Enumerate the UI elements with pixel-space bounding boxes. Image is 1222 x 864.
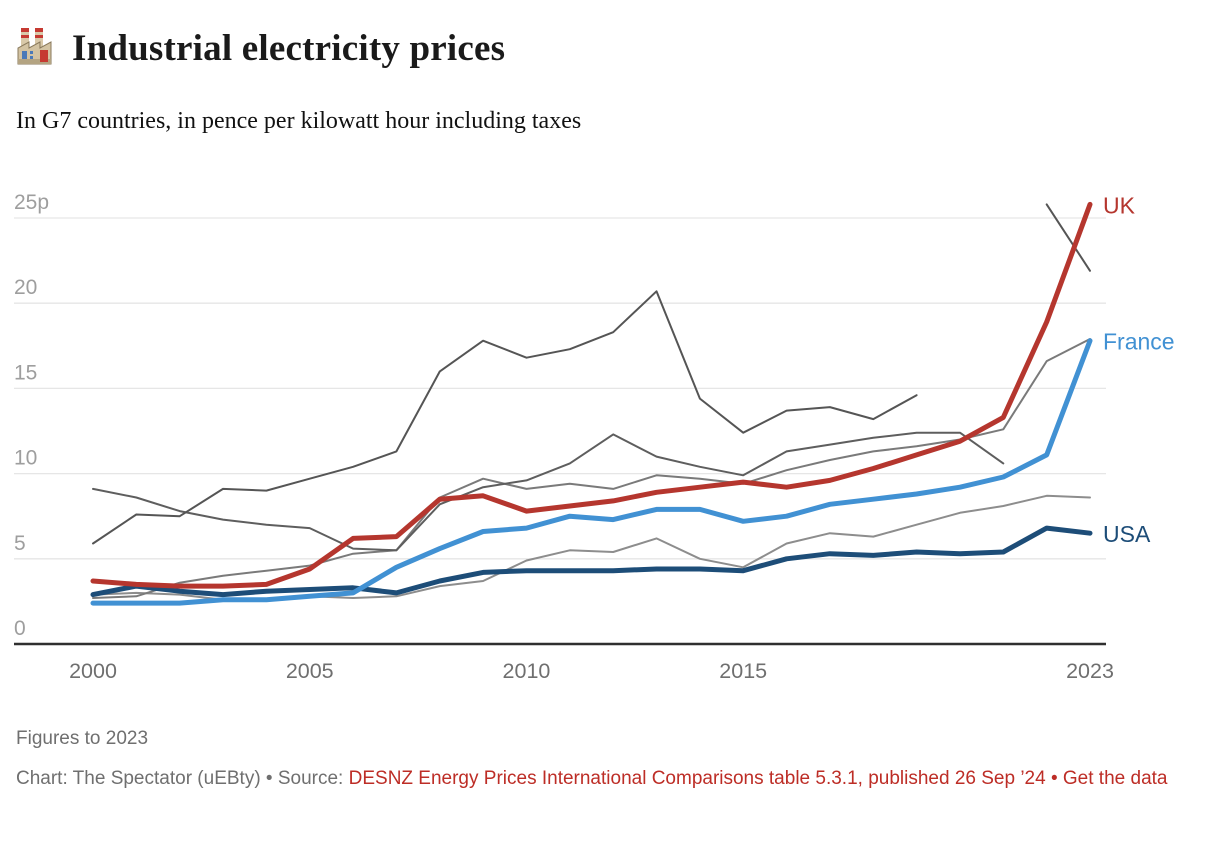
y-tick-label: 20	[14, 276, 37, 299]
y-tick-label: 10	[14, 447, 37, 470]
series-label-france: France	[1103, 329, 1175, 355]
page-header: Industrial electricity prices	[16, 26, 505, 71]
source-link[interactable]: DESNZ Energy Prices International Compar…	[348, 768, 1046, 789]
series-line-usa	[90, 525, 1093, 598]
y-tick-label: 15	[14, 361, 37, 384]
y-tick-label: 5	[14, 532, 26, 555]
y-tick-label: 0	[14, 617, 26, 640]
x-tick-label: 2010	[503, 659, 551, 683]
chart-byline: Chart: The Spectator (uEBty) • Source: D…	[16, 762, 1167, 795]
series-label-uk: UK	[1103, 192, 1136, 218]
series-line-italy	[92, 203, 1091, 545]
y-tick-label: 25p	[14, 191, 49, 214]
page-title: Industrial electricity prices	[72, 28, 506, 69]
line-chart: 0 5 10 15 20 25p 2000 2005 2010 2015 2023 USA France…	[0, 170, 1222, 705]
line-chart-svg: 0 5 10 15 20 25p 2000 2005 2010 2015 2023 USA France…	[14, 191, 1175, 683]
byline-prefix: Chart: The Spectator (uEBty) • Source:	[16, 768, 349, 789]
factory-icon	[16, 26, 60, 71]
x-tick-label: 2023	[1066, 659, 1114, 683]
x-tick-label: 2000	[69, 659, 117, 683]
series-line-japan	[92, 431, 1005, 552]
x-tick-label: 2015	[719, 659, 767, 683]
series-line-germany	[92, 338, 1091, 599]
x-tick-label: 2005	[286, 659, 334, 683]
chart-note: Figures to 2023	[16, 728, 149, 749]
byline-separator: •	[1045, 768, 1063, 789]
chart-subtitle: In G7 countries, in pence per kilowatt h…	[16, 108, 582, 134]
series-label-usa: USA	[1103, 521, 1151, 547]
series-line-uk	[90, 201, 1093, 589]
get-the-data-link[interactable]: Get the data	[1062, 768, 1168, 789]
series-line-france	[90, 338, 1093, 606]
